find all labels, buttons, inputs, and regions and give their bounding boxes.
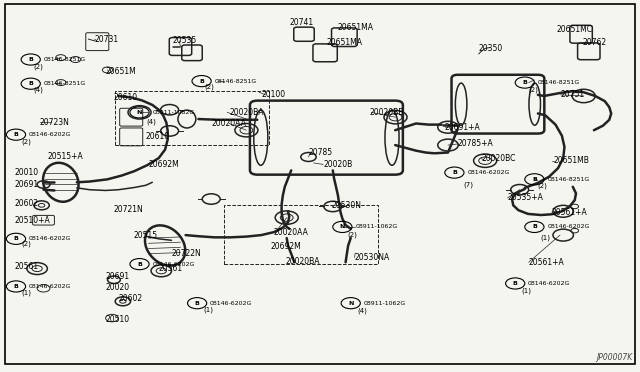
Text: 20535: 20535 — [173, 36, 197, 45]
Text: B: B — [522, 80, 527, 85]
Text: (1): (1) — [540, 234, 550, 241]
Text: B: B — [13, 284, 19, 289]
Text: 08146-6202G: 08146-6202G — [547, 224, 589, 230]
Text: 20602: 20602 — [118, 294, 143, 303]
Text: 08146-8251G: 08146-8251G — [44, 81, 86, 86]
Text: 08146-6202G: 08146-6202G — [152, 262, 195, 267]
Text: B: B — [532, 177, 537, 182]
Text: B: B — [13, 132, 19, 137]
Text: 20510: 20510 — [106, 315, 130, 324]
Text: 20785: 20785 — [308, 148, 333, 157]
Text: 20350: 20350 — [479, 44, 503, 53]
Text: 08911-1062G: 08911-1062G — [355, 224, 397, 230]
Text: (7): (7) — [463, 181, 474, 188]
Text: 20722N: 20722N — [172, 249, 201, 258]
Text: (4): (4) — [357, 307, 367, 314]
Text: 20561: 20561 — [159, 264, 183, 273]
Text: 20530N: 20530N — [332, 201, 362, 210]
Text: 20010: 20010 — [14, 169, 38, 177]
Text: 20510+A: 20510+A — [14, 216, 50, 225]
Text: N: N — [340, 224, 345, 230]
Text: (4): (4) — [33, 86, 43, 93]
Text: N: N — [348, 301, 353, 306]
Text: 20691+A: 20691+A — [445, 123, 481, 132]
Text: (2): (2) — [33, 64, 43, 70]
Text: 08146-6202G: 08146-6202G — [29, 284, 71, 289]
Text: B: B — [199, 78, 204, 84]
Text: 20561+A: 20561+A — [552, 208, 588, 217]
Text: (1): (1) — [521, 288, 531, 294]
Text: (1): (1) — [21, 290, 31, 296]
Text: 20020: 20020 — [106, 283, 130, 292]
Text: 20762: 20762 — [582, 38, 607, 47]
Text: 20020B: 20020B — [323, 160, 353, 169]
Text: 20561+A: 20561+A — [529, 258, 564, 267]
Text: 20535+A: 20535+A — [508, 193, 543, 202]
Text: B: B — [195, 301, 200, 306]
Text: B: B — [28, 81, 33, 86]
Text: N: N — [137, 110, 142, 115]
Text: 08146-8251G: 08146-8251G — [547, 177, 589, 182]
Text: 08146-6202G: 08146-6202G — [29, 132, 71, 137]
Text: 20515+A: 20515+A — [48, 153, 84, 161]
Text: 20651M: 20651M — [106, 67, 136, 76]
Text: 20610: 20610 — [146, 132, 170, 141]
Text: B: B — [13, 236, 19, 241]
Text: 20723N: 20723N — [40, 118, 70, 126]
Text: B: B — [513, 281, 518, 286]
Text: B: B — [137, 262, 142, 267]
Text: 20741: 20741 — [290, 18, 314, 27]
Text: (2): (2) — [205, 84, 214, 90]
Text: 08146-6202G: 08146-6202G — [29, 236, 71, 241]
Text: 20602: 20602 — [14, 199, 38, 208]
Text: 20692M: 20692M — [271, 242, 301, 251]
Text: 08146-6202G: 08146-6202G — [528, 281, 570, 286]
Text: 20530NA: 20530NA — [355, 253, 390, 262]
Text: 08146-6202G: 08146-6202G — [467, 170, 509, 175]
Text: (4): (4) — [146, 118, 156, 125]
Text: 20651MA: 20651MA — [337, 23, 373, 32]
Text: 20020AA: 20020AA — [274, 228, 308, 237]
Text: 08146-8251G: 08146-8251G — [44, 57, 86, 62]
Text: (2): (2) — [21, 138, 31, 145]
Text: 20651MB: 20651MB — [554, 156, 589, 165]
Text: 20785+A: 20785+A — [458, 140, 493, 148]
Text: 20100: 20100 — [261, 90, 285, 99]
Text: 20515: 20515 — [133, 231, 157, 240]
Text: 20020BC: 20020BC — [481, 154, 516, 163]
Text: B: B — [452, 170, 457, 175]
Text: 08911-1062G: 08911-1062G — [364, 301, 406, 306]
Text: B: B — [532, 224, 537, 230]
Text: 20692M: 20692M — [148, 160, 179, 169]
Text: 20561: 20561 — [14, 262, 38, 271]
Text: (2): (2) — [21, 241, 31, 247]
Text: 20020BA: 20020BA — [229, 108, 264, 117]
Text: 08911-1082G: 08911-1082G — [152, 110, 195, 115]
Text: 20651MC: 20651MC — [557, 25, 593, 34]
Text: JP00007K: JP00007K — [596, 353, 632, 362]
Text: 08146-8251G: 08146-8251G — [214, 78, 257, 84]
Text: 20721N: 20721N — [114, 205, 143, 214]
Text: 20020BA: 20020BA — [285, 257, 320, 266]
Text: 20751: 20751 — [561, 90, 585, 99]
Text: 20731: 20731 — [95, 35, 119, 44]
Text: 20610: 20610 — [114, 93, 138, 102]
Text: 20651MA: 20651MA — [326, 38, 362, 47]
Text: (2): (2) — [348, 232, 357, 238]
Text: 20020AA: 20020AA — [211, 119, 246, 128]
Text: 08146-6202G: 08146-6202G — [210, 301, 252, 306]
Text: (2): (2) — [529, 86, 538, 93]
Text: (2): (2) — [538, 183, 547, 189]
Text: B: B — [28, 57, 33, 62]
Text: 20691: 20691 — [14, 180, 38, 189]
Text: 08146-8251G: 08146-8251G — [538, 80, 580, 85]
Text: (1): (1) — [204, 306, 214, 313]
Text: 20020BB: 20020BB — [370, 108, 404, 117]
Text: 20691: 20691 — [106, 272, 130, 280]
